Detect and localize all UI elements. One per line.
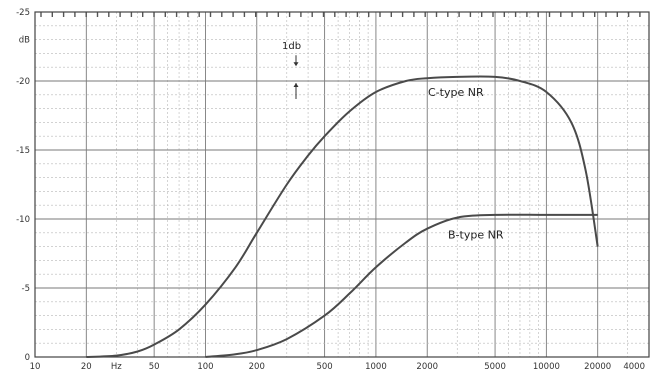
x-tick-label: 200 <box>249 362 265 371</box>
series <box>86 75 599 358</box>
series-label-c-type: C-type NR <box>428 86 484 99</box>
labels: 10 20 Hz 50 100 200 500 1000 2000 5000 10000 20000 4… <box>16 8 645 371</box>
x-tick-label: 2000 <box>416 362 438 371</box>
annotation-label: 1db <box>282 41 301 52</box>
annotation-arrowhead-up <box>293 83 299 87</box>
y-tick-label: 0 <box>25 353 30 363</box>
y-tick-label: -5 <box>22 284 30 294</box>
x-tick-label: 50 <box>149 362 160 371</box>
x-tick-label: 10000 <box>533 362 560 371</box>
y-tick-label: -15 <box>16 146 30 156</box>
x-tick-label: Hz <box>111 362 122 371</box>
y-tick-label: dB <box>19 36 30 46</box>
x-tick-label: 500 <box>316 362 332 371</box>
x-tick-label: 20000 <box>584 362 611 371</box>
y-tick-label: -10 <box>16 215 30 225</box>
annotation-arrowhead-down <box>293 62 299 67</box>
series-label-b-type: B-type NR <box>448 228 504 241</box>
y-tick-label: -25 <box>16 8 30 18</box>
x-tick-label: 1000 <box>365 362 387 371</box>
x-tick-label: 10 <box>30 362 41 371</box>
x-tick-label: 4000 <box>623 362 645 371</box>
annotation-1db: 1db <box>282 41 301 99</box>
plot-frame <box>34 11 650 358</box>
grid <box>34 11 650 358</box>
x-tick-label: 100 <box>197 362 213 371</box>
series-line-c-type <box>86 75 599 358</box>
x-tick-label: 20 <box>81 362 92 371</box>
top-border-hatch <box>40 12 641 17</box>
y-tick-label: -20 <box>16 77 30 87</box>
series-line-b-type <box>205 213 598 358</box>
x-tick-label: 5000 <box>484 362 506 371</box>
